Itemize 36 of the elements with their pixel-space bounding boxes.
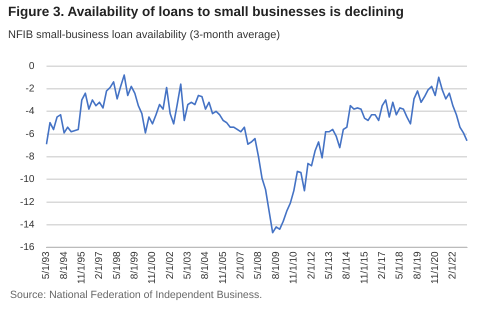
x-tick-label: 2/1/17 [376, 250, 388, 280]
x-tick-label: 5/1/13 [324, 250, 335, 280]
x-tick-label: 5/1/93 [41, 250, 52, 280]
y-tick-label: -10 [20, 174, 35, 186]
x-tick-label: 5/1/03 [182, 250, 194, 280]
x-tick-label: 5/1/08 [253, 250, 264, 280]
x-tick-label: 11/1/20 [430, 250, 441, 284]
y-tick-label: -12 [20, 196, 35, 208]
x-tick-label: 5/1/98 [112, 250, 123, 280]
y-tick-label: -8 [26, 151, 35, 162]
x-tick-label: 8/1/14 [342, 250, 353, 280]
y-tick-label: 0 [28, 60, 35, 72]
x-tick-label: 2/1/22 [448, 250, 459, 280]
y-tick-label: -14 [20, 219, 35, 230]
x-tick-label: 11/1/00 [147, 250, 158, 284]
x-tick-label: 8/1/04 [200, 250, 212, 280]
source-note: Source: National Federation of Independent Business. [10, 289, 262, 301]
x-tick-label: 2/1/12 [306, 250, 318, 280]
x-tick-label: 11/1/95 [76, 250, 88, 284]
x-tick-label: 8/1/94 [58, 250, 70, 280]
x-tick-label: 2/1/07 [236, 250, 247, 280]
y-tick-label: -4 [26, 106, 35, 118]
x-tick-label: 5/1/18 [394, 250, 406, 280]
x-tick-label: 8/1/19 [412, 250, 424, 280]
x-tick-label: 8/1/99 [130, 250, 141, 280]
x-tick-label: 11/1/05 [218, 250, 229, 284]
y-tick-label: -16 [20, 242, 35, 254]
x-tick-label: 8/1/09 [270, 250, 282, 280]
y-tick-label: -6 [26, 128, 35, 140]
x-tick-label: 2/1/02 [164, 250, 176, 280]
x-tick-label: 11/1/10 [288, 250, 300, 284]
y-tick-label: -2 [26, 83, 35, 94]
chart-title: Figure 3. Availability of loans to small businesses is declining [8, 4, 404, 19]
chart-subtitle: NFIB small-business loan availability (3-month average) [8, 29, 280, 41]
x-tick-label: 11/1/15 [359, 250, 370, 284]
x-tick-label: 2/1/97 [94, 250, 106, 280]
